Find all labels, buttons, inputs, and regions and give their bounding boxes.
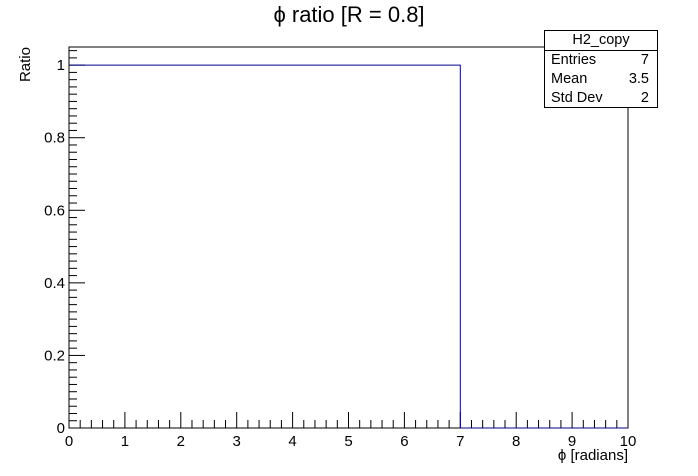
stats-value: 2 <box>640 90 649 106</box>
stats-label: Mean <box>551 71 588 87</box>
x-tick-label: 7 <box>456 433 464 450</box>
x-tick-label: 1 <box>121 433 129 450</box>
stats-box: H2_copy Entries 7 Mean 3.5 Std Dev 2 <box>544 30 658 108</box>
stats-box-title: H2_copy <box>545 31 657 51</box>
y-tick-label: 0.4 <box>44 275 65 292</box>
stats-label: Std Dev <box>551 90 603 106</box>
x-tick-label: 10 <box>620 433 637 450</box>
y-axis-label: Ratio <box>17 47 34 82</box>
x-tick-label: 0 <box>65 433 73 450</box>
stats-value: 7 <box>640 52 649 68</box>
x-tick-label: 5 <box>344 433 352 450</box>
x-tick-label: 4 <box>288 433 296 450</box>
x-tick-label: 9 <box>568 433 576 450</box>
y-tick-label: 0.6 <box>44 202 65 219</box>
chart-title: ϕ ratio [R = 0.8] <box>273 2 425 27</box>
stats-value: 3.5 <box>628 71 649 87</box>
y-tick-label: 0.2 <box>44 347 65 364</box>
y-tick-label: 0.8 <box>44 130 65 147</box>
x-axis-label: ϕ [radians] <box>558 447 628 464</box>
y-tick-label: 0 <box>57 420 65 437</box>
stats-row-mean: Mean 3.5 <box>545 70 657 89</box>
y-tick-label: 1 <box>57 57 65 74</box>
x-tick-label: 6 <box>400 433 408 450</box>
x-tick-label: 8 <box>512 433 520 450</box>
stats-row-entries: Entries 7 <box>545 51 657 70</box>
x-tick-label: 3 <box>233 433 241 450</box>
stats-label: Entries <box>551 52 597 68</box>
x-tick-label: 2 <box>177 433 185 450</box>
histogram-line <box>69 64 628 429</box>
stats-row-stddev: Std Dev 2 <box>545 89 657 108</box>
